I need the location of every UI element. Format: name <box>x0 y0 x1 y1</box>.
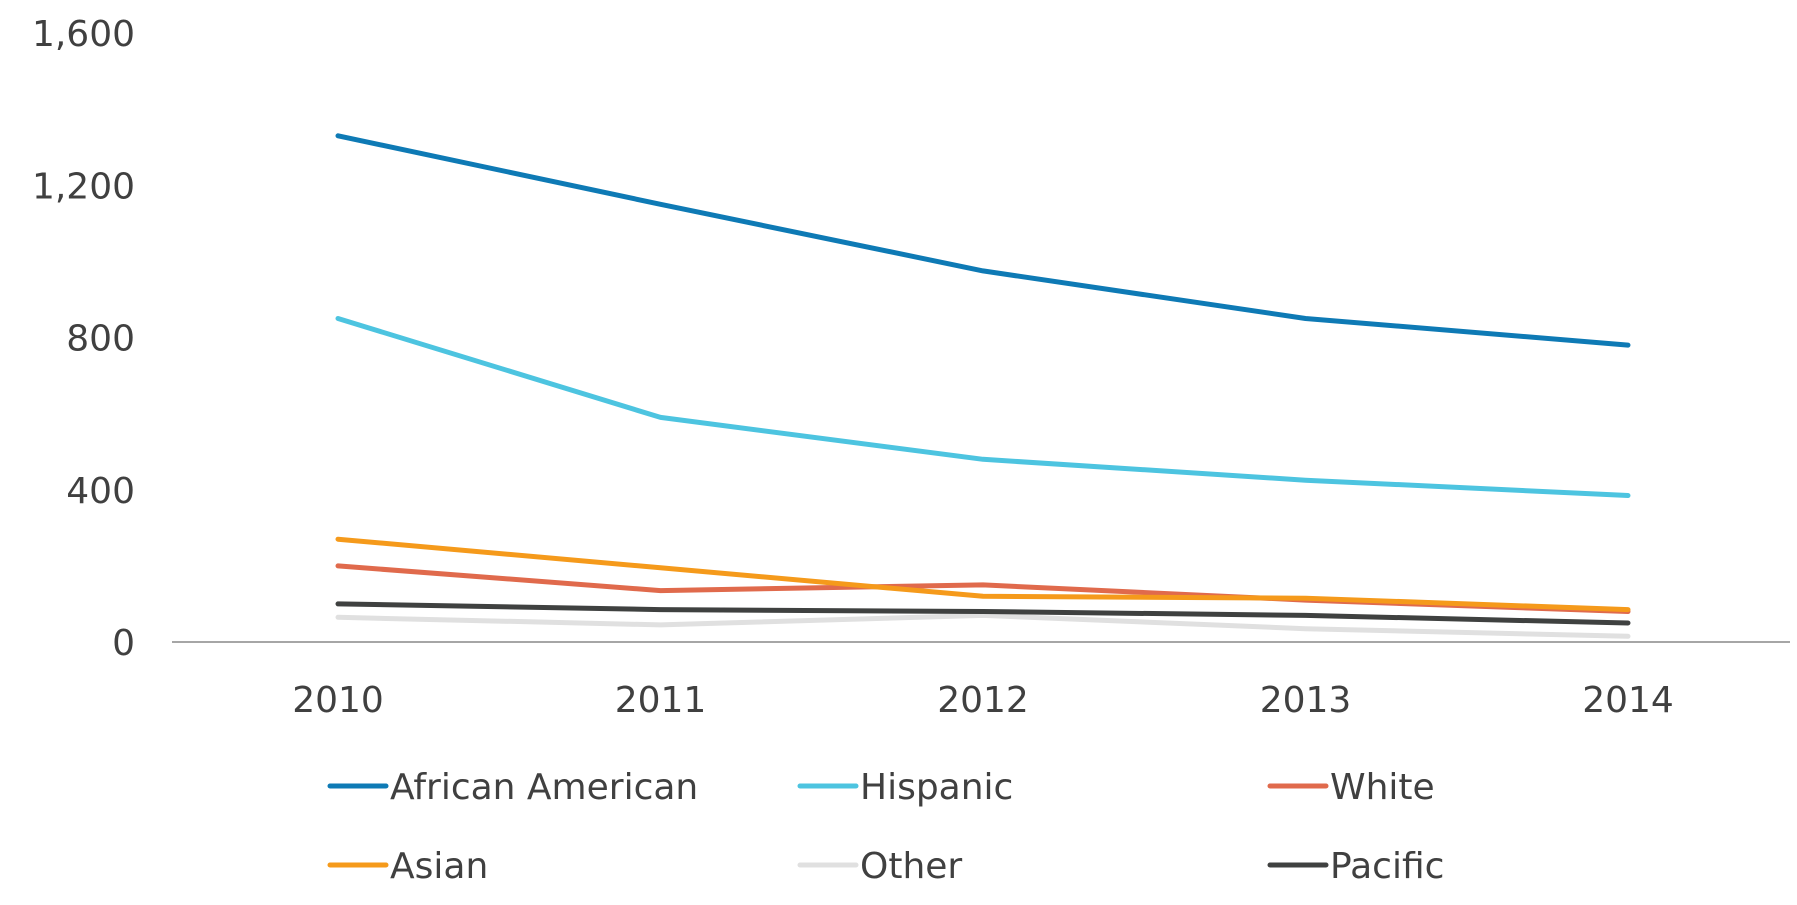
x-tick-label-2011: 2011 <box>615 680 707 721</box>
legend-label-asian: Asian <box>390 846 488 887</box>
legend-label-white: White <box>1330 767 1435 808</box>
y-axis-ticks: 0 400 800 1,200 1,600 <box>32 14 135 664</box>
x-axis-ticks: 2010 2011 2012 2013 2014 <box>292 680 1674 721</box>
legend-label-african-american: African American <box>390 767 698 808</box>
legend-label-other: Other <box>860 846 962 887</box>
series-line-african-american <box>335 133 1631 348</box>
series-line-other <box>335 612 1631 639</box>
x-tick-label-2013: 2013 <box>1260 680 1352 721</box>
legend-item-white: White <box>1267 767 1435 808</box>
legend: African American Hispanic White Asian Other P… <box>327 767 1444 887</box>
legend-label-hispanic: Hispanic <box>860 767 1013 808</box>
series-line-pacific <box>335 601 1631 626</box>
y-tick-label-400: 400 <box>66 471 135 512</box>
legend-label-pacific: Pacific <box>1330 846 1444 887</box>
series-line-hispanic <box>335 316 1631 498</box>
y-tick-label-1600: 1,600 <box>32 14 135 55</box>
x-tick-label-2014: 2014 <box>1582 680 1674 721</box>
y-tick-label-0: 0 <box>112 623 135 664</box>
x-tick-label-2010: 2010 <box>292 680 384 721</box>
legend-item-asian: Asian <box>327 846 488 887</box>
x-tick-label-2012: 2012 <box>937 680 1029 721</box>
y-tick-label-1200: 1,200 <box>32 166 135 207</box>
legend-item-pacific: Pacific <box>1267 846 1444 887</box>
legend-item-other: Other <box>797 846 962 887</box>
legend-item-hispanic: Hispanic <box>797 767 1013 808</box>
y-tick-label-800: 800 <box>66 319 135 360</box>
series-lines <box>335 133 1631 639</box>
legend-item-african-american: African American <box>327 767 698 808</box>
series-line-asian <box>335 536 1631 613</box>
